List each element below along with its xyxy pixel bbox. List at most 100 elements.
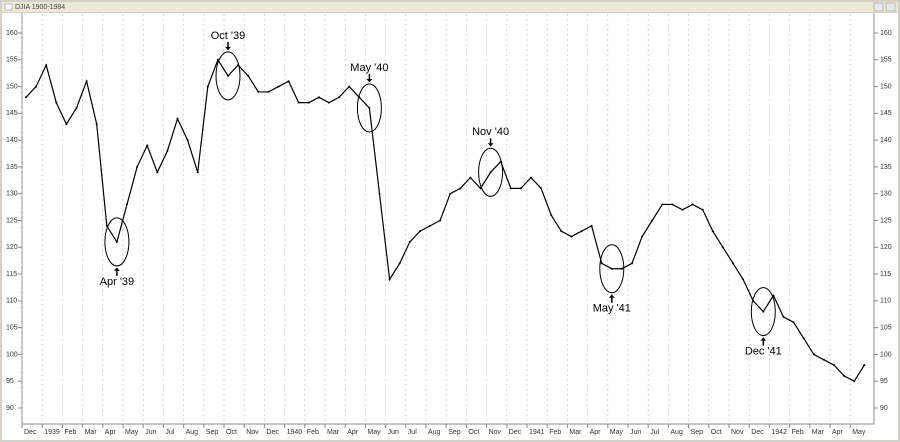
y-tick-label: 135 bbox=[6, 164, 18, 171]
highlight-ellipse bbox=[104, 217, 130, 267]
price-point bbox=[257, 90, 260, 93]
y-tick-label: 90 bbox=[6, 405, 14, 412]
x-tick-label: Oct bbox=[468, 429, 479, 436]
price-point bbox=[156, 171, 159, 174]
x-tick-label: Jun bbox=[630, 429, 641, 436]
price-point bbox=[691, 203, 694, 206]
y-tick-label: 145 bbox=[6, 110, 18, 117]
y-tick-label-right: 95 bbox=[880, 378, 888, 385]
window-icon bbox=[4, 3, 13, 11]
title-bar bbox=[2, 2, 898, 12]
price-point bbox=[267, 90, 270, 93]
price-point bbox=[721, 246, 724, 249]
x-tick-label: Dec bbox=[751, 429, 764, 436]
x-tick-label: Jul bbox=[650, 429, 659, 436]
price-point bbox=[610, 267, 613, 270]
x-tick-label: Dec bbox=[266, 429, 279, 436]
y-tick-label: 110 bbox=[6, 298, 17, 305]
price-point bbox=[560, 230, 563, 233]
price-point bbox=[368, 107, 371, 109]
price-point bbox=[661, 203, 664, 206]
x-tick-label: May bbox=[367, 429, 381, 436]
price-point bbox=[408, 240, 411, 243]
x-tick-label: Nov bbox=[731, 429, 744, 436]
price-point bbox=[297, 101, 300, 104]
y-tick-label-right: 140 bbox=[880, 137, 892, 144]
price-point bbox=[509, 187, 512, 190]
price-point bbox=[227, 74, 229, 77]
y-tick-label: 120 bbox=[6, 244, 18, 251]
y-tick-label: 105 bbox=[6, 324, 18, 331]
x-tick-label: Aug bbox=[428, 429, 441, 436]
price-point bbox=[85, 80, 88, 83]
x-tick-label: Nov bbox=[489, 429, 502, 436]
price-point bbox=[146, 144, 149, 147]
price-point bbox=[317, 96, 320, 99]
y-tick-label: 130 bbox=[6, 191, 18, 198]
y-tick-label-right: 115 bbox=[880, 271, 891, 278]
x-tick-label: Feb bbox=[307, 429, 319, 436]
x-tick-label: Mar bbox=[812, 429, 825, 436]
close-button[interactable] bbox=[885, 2, 896, 12]
price-point bbox=[439, 219, 442, 222]
price-point bbox=[136, 165, 139, 168]
y-tick-label-right: 160 bbox=[880, 30, 892, 37]
price-point bbox=[206, 85, 209, 88]
arrow-head bbox=[608, 294, 615, 298]
price-point bbox=[641, 235, 644, 238]
price-point bbox=[732, 262, 734, 265]
x-tick-label: Apr bbox=[590, 429, 602, 436]
price-point bbox=[55, 101, 58, 104]
price-point bbox=[186, 139, 189, 142]
x-tick-label: Mar bbox=[85, 429, 98, 436]
price-point bbox=[671, 203, 674, 206]
price-point bbox=[277, 85, 280, 88]
maximize-button[interactable] bbox=[873, 2, 884, 12]
price-point bbox=[65, 123, 68, 126]
price-point bbox=[711, 230, 714, 233]
x-tick-label: Jun bbox=[388, 429, 399, 436]
y-tick-label-right: 100 bbox=[880, 351, 892, 358]
x-tick-label: Apr bbox=[832, 429, 844, 436]
y-tick-label: 155 bbox=[6, 57, 18, 64]
annotation: Nov '40 bbox=[472, 126, 509, 138]
price-point bbox=[802, 337, 805, 340]
arrow-head bbox=[760, 337, 767, 341]
y-tick-label-right: 150 bbox=[880, 83, 892, 90]
x-tick-label: May bbox=[852, 429, 866, 436]
price-point bbox=[570, 235, 573, 238]
price-point bbox=[388, 278, 391, 281]
price-point bbox=[378, 192, 381, 195]
arrow-head bbox=[225, 46, 231, 50]
price-point bbox=[489, 171, 492, 174]
price-line bbox=[25, 58, 865, 383]
x-tick-label: Oct bbox=[711, 429, 722, 436]
y-tick-label: 150 bbox=[6, 83, 18, 90]
y-tick-label-right: 130 bbox=[880, 191, 892, 198]
x-tick-label: Dec bbox=[24, 429, 37, 436]
x-tick-label: Jul bbox=[408, 429, 417, 436]
x-tick-label: 1941 bbox=[529, 429, 545, 436]
x-tick-label: May bbox=[125, 429, 139, 436]
x-tick-label: 1940 bbox=[287, 429, 303, 436]
window-title: DJIA 1900-1984 bbox=[15, 4, 65, 11]
price-point bbox=[418, 230, 421, 233]
price-point bbox=[580, 230, 583, 233]
y-tick-label: 160 bbox=[6, 30, 18, 37]
price-point bbox=[590, 224, 593, 227]
annotation: Oct '39 bbox=[211, 30, 246, 42]
price-point bbox=[247, 74, 250, 77]
price-point bbox=[429, 224, 431, 227]
x-tick-label: Sep bbox=[206, 429, 219, 436]
y-tick-label: 140 bbox=[6, 137, 18, 144]
y-tick-label-right: 135 bbox=[880, 164, 892, 171]
price-point bbox=[25, 96, 27, 99]
price-point bbox=[853, 380, 856, 383]
price-point bbox=[398, 262, 401, 265]
highlight-ellipse bbox=[478, 147, 504, 197]
x-tick-label: Sep bbox=[448, 429, 461, 436]
y-tick-label-right: 155 bbox=[880, 57, 892, 64]
price-point bbox=[287, 80, 290, 83]
